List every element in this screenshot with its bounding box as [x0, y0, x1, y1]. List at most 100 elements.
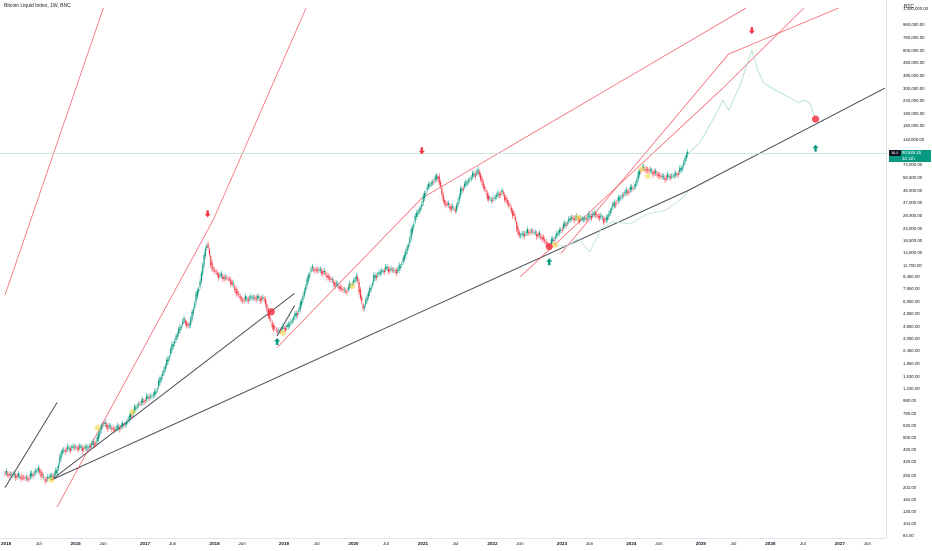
candle-body: [188, 324, 190, 326]
candle-body: [484, 186, 486, 189]
candle-body: [434, 176, 436, 181]
time-axis[interactable]: [0, 538, 886, 551]
candle-body: [288, 324, 291, 326]
down-arrow-icon-2: [748, 27, 755, 35]
candle-body: [242, 299, 244, 302]
candle-body: [47, 476, 49, 479]
time-tick-label: Jun: [655, 541, 663, 546]
candle-body: [164, 365, 166, 370]
candle-body: [67, 445, 69, 450]
candle-body: [459, 188, 462, 196]
candle-body: [632, 188, 634, 189]
candle-body: [191, 311, 193, 320]
candle-body: [335, 283, 337, 284]
candle-body: [505, 197, 507, 201]
candle-body: [37, 467, 40, 471]
candle-body: [560, 229, 562, 231]
candle-body: [353, 280, 355, 283]
price-tick-label: 480,000.00: [903, 59, 925, 65]
candle-body: [303, 290, 305, 296]
chart-canvas[interactable]: [0, 0, 886, 538]
candle-body: [502, 192, 504, 194]
candle-body: [327, 276, 329, 278]
candle-body: [95, 443, 97, 445]
candle-body: [120, 425, 122, 427]
candle-body: [582, 219, 585, 220]
candle-body: [413, 224, 415, 227]
candle-body: [525, 232, 527, 234]
candle-body: [557, 232, 559, 235]
candle-body: [524, 234, 526, 237]
candle-body: [268, 314, 271, 319]
candle-body: [246, 298, 248, 300]
candle-body: [286, 325, 288, 328]
candle-body: [100, 426, 102, 431]
channel-trendline-7: [520, 7, 805, 277]
candle-body: [69, 448, 72, 452]
candle-body: [87, 446, 89, 448]
candle-body: [405, 251, 407, 256]
candle-body: [140, 401, 142, 404]
candle-body: [317, 269, 319, 272]
candle-body: [389, 269, 391, 271]
candle-body: [162, 373, 164, 377]
candle-body: [584, 218, 586, 220]
price-tick-label: 600,000.00: [903, 47, 925, 53]
marker-dot-1: [545, 242, 553, 251]
candle-body: [514, 217, 516, 221]
candle-body: [667, 174, 669, 178]
candle-body: [612, 203, 614, 208]
price-tick-label: 37,000.00: [903, 199, 923, 205]
time-tick-label: Jul: [452, 541, 459, 546]
candle-body: [323, 270, 325, 273]
time-tick-label: Jun: [585, 541, 594, 546]
candle-body: [369, 288, 371, 294]
candle-body: [521, 233, 523, 236]
candle-body: [407, 245, 410, 248]
time-tick-label: 2017: [139, 541, 151, 546]
candle-body: [180, 327, 182, 328]
candle-body: [28, 478, 30, 480]
price-axis[interactable]: [886, 0, 932, 538]
candle-body: [310, 269, 312, 272]
candle-body: [445, 203, 447, 206]
candle-body: [660, 175, 662, 178]
candle-body: [447, 203, 450, 205]
candle-body: [195, 293, 197, 302]
candle-body: [609, 210, 611, 214]
candle-body: [648, 170, 650, 172]
candle-body: [290, 321, 292, 324]
price-tick-label: 400.00: [903, 447, 917, 453]
candle-body: [206, 246, 208, 248]
candle-body: [113, 429, 116, 431]
candle-body: [232, 283, 235, 285]
candle-body: [227, 278, 229, 280]
candle-body: [637, 172, 639, 179]
candle-body: [124, 424, 126, 426]
candle-body: [381, 270, 383, 273]
time-tick-label: Jun: [168, 541, 177, 546]
candle-body: [453, 208, 455, 209]
candle-body: [625, 189, 627, 193]
candle-body: [501, 190, 503, 193]
price-tick-label: 58,000.00: [903, 175, 923, 181]
candle-body: [426, 187, 428, 190]
candle-body: [411, 227, 414, 233]
candle-body: [298, 309, 300, 312]
candle-body: [322, 271, 324, 275]
candle-body: [437, 177, 439, 179]
candle-body: [91, 443, 93, 446]
candle-body: [512, 210, 514, 217]
candle-body: [522, 233, 524, 235]
candle-body: [8, 474, 10, 476]
candle-body: [371, 283, 374, 286]
candle-body: [399, 266, 402, 268]
price-tick-label: 250.00: [903, 472, 917, 478]
candle-body: [569, 218, 571, 221]
last-price-label: 90,585.25: [902, 150, 922, 155]
candle-body: [375, 276, 378, 278]
candle-body: [16, 475, 18, 478]
candle-body: [279, 330, 281, 331]
candle-body: [645, 169, 647, 171]
candle-body: [493, 197, 495, 199]
